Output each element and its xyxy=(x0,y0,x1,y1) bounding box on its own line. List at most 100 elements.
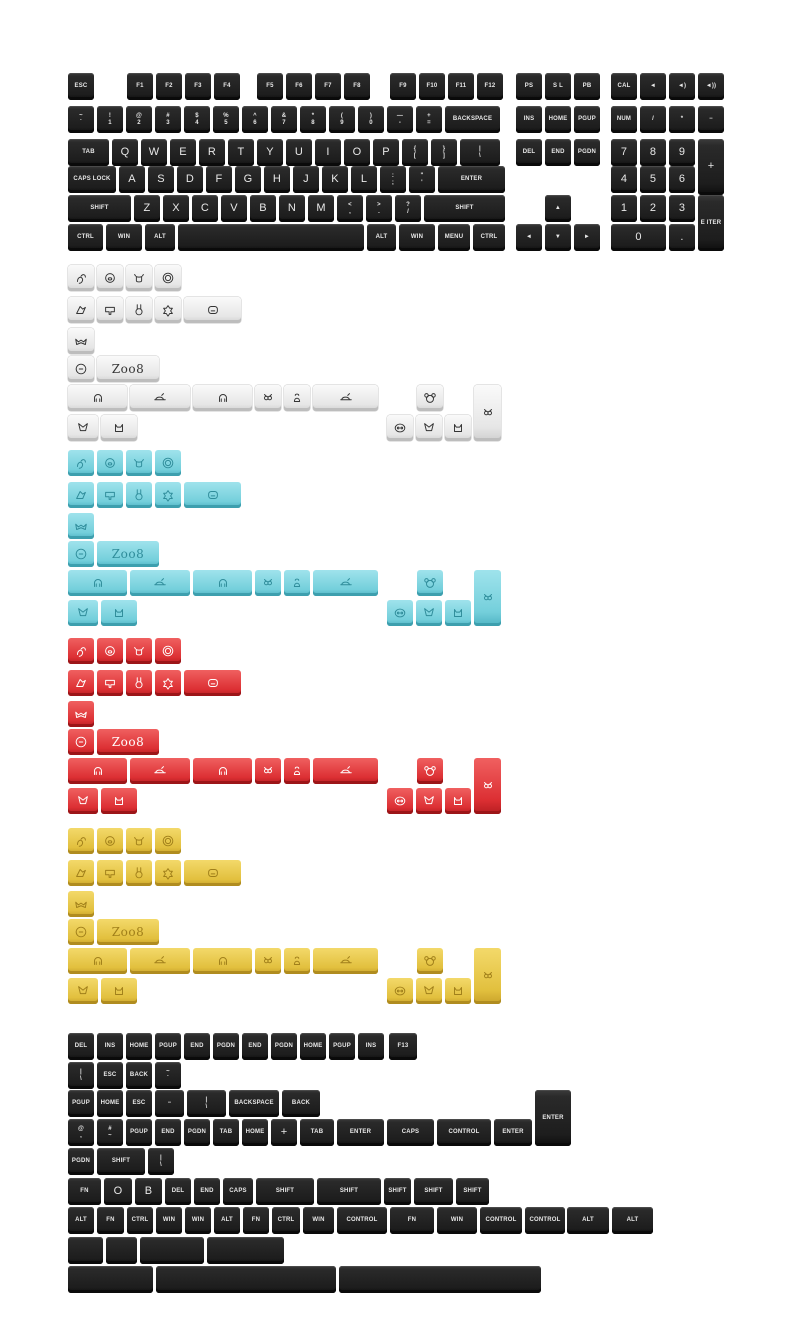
extra-key-symbol: # ~ xyxy=(97,1119,123,1146)
extra-key-pgdn: PGDN xyxy=(184,1119,210,1146)
cyan-elephant-key xyxy=(97,482,123,508)
octopus-icon xyxy=(91,954,105,968)
cyan-owl-key xyxy=(255,570,281,596)
yellow-fox-key xyxy=(416,978,442,1004)
red-bee-key xyxy=(284,758,310,784)
pig-icon xyxy=(103,456,117,470)
extra-key-ins: INS xyxy=(97,1033,123,1060)
extra-key-win: WIN xyxy=(437,1207,477,1234)
white-cat-key xyxy=(101,415,137,441)
octopus-icon xyxy=(91,391,105,405)
key-z: Z xyxy=(134,195,160,222)
pig-icon xyxy=(103,644,117,658)
key-symbol: < , xyxy=(337,195,363,222)
cyan-bulldog-key xyxy=(184,482,241,508)
extra-key-alt: ALT xyxy=(68,1207,94,1234)
chick-icon xyxy=(74,547,88,561)
extra-key-win: WIN xyxy=(185,1207,211,1234)
whale-icon xyxy=(153,954,167,968)
red-pig-key xyxy=(97,638,123,664)
key-t: T xyxy=(228,139,254,166)
white-whale-key xyxy=(313,385,378,411)
white-bird-key xyxy=(68,297,94,323)
pig-icon xyxy=(103,834,117,848)
yellow-rabbit-key xyxy=(126,860,152,886)
key-2: 2 xyxy=(640,195,666,222)
squirrel-icon xyxy=(74,271,88,285)
yellow-bee-key xyxy=(284,948,310,974)
bird-icon xyxy=(74,866,88,880)
key-v: V xyxy=(221,195,247,222)
bat-icon xyxy=(74,707,88,721)
red-whale-key xyxy=(130,758,190,784)
key-symbol: ◄) xyxy=(669,73,695,100)
key-symbol: ▲ xyxy=(545,195,571,222)
key-symbol: + = xyxy=(416,106,442,133)
elephant-icon xyxy=(103,303,117,317)
lion-icon xyxy=(161,456,175,470)
key-8: 8 xyxy=(640,139,666,166)
extra-key-symbol: + xyxy=(271,1119,297,1146)
extra-key-shift: SHIFT xyxy=(384,1178,411,1205)
lion-icon xyxy=(161,644,175,658)
extra-key-del: DEL xyxy=(165,1178,191,1205)
key-e-iter: E ITER xyxy=(698,195,724,251)
extra-key-alt: ALT xyxy=(214,1207,240,1234)
extra-key-home: HOME xyxy=(97,1090,123,1117)
key-f3: F3 xyxy=(185,73,211,100)
extra-key-ins: INS xyxy=(358,1033,384,1060)
chick-icon xyxy=(74,735,88,749)
whale-icon xyxy=(339,576,353,590)
whale-icon xyxy=(153,764,167,778)
key-5: % 5 xyxy=(213,106,239,133)
extra-key-fn: FN xyxy=(97,1207,124,1234)
yellow-fox-key xyxy=(68,978,98,1004)
octopus-icon xyxy=(216,576,230,590)
yellow-bull-key xyxy=(126,828,152,854)
cyan-pig-key xyxy=(97,450,123,476)
bull-icon xyxy=(132,456,146,470)
key-g: G xyxy=(235,166,261,193)
bat-icon xyxy=(74,334,88,348)
key-tab: TAB xyxy=(68,139,109,166)
bull-icon xyxy=(132,834,146,848)
key-0: ) 0 xyxy=(358,106,384,133)
key-symbol: ◄ xyxy=(516,224,542,251)
key-s: S xyxy=(148,166,174,193)
key-e: E xyxy=(170,139,196,166)
extra-key-control: CONTROL xyxy=(525,1207,565,1234)
whale-icon xyxy=(339,391,353,405)
key-i: I xyxy=(315,139,341,166)
panda-icon xyxy=(393,794,407,808)
key-j: J xyxy=(293,166,319,193)
extra-key-symbol: | \ xyxy=(187,1090,226,1117)
octopus-icon xyxy=(91,576,105,590)
red-cat-key xyxy=(101,788,137,814)
cat-icon xyxy=(451,606,465,620)
blank-key xyxy=(140,1237,204,1264)
key-4: $ 4 xyxy=(184,106,210,133)
blank-key xyxy=(207,1237,284,1264)
red-rabbit-key xyxy=(126,670,152,696)
koala-icon xyxy=(423,391,437,405)
fox-icon xyxy=(76,984,90,998)
key-shift: SHIFT xyxy=(424,195,505,222)
extra-key-enter: ENTER xyxy=(494,1119,532,1146)
white-fox-key xyxy=(68,415,98,441)
extra-key-win: WIN xyxy=(156,1207,182,1234)
white-cat-key xyxy=(445,415,471,441)
white-pig-key xyxy=(97,265,123,291)
cat-icon xyxy=(451,794,465,808)
white-panda-key xyxy=(387,415,413,441)
yellow-bird-key xyxy=(68,860,94,886)
bee-icon xyxy=(290,576,304,590)
white-turtle-key xyxy=(155,297,181,323)
key-f1: F1 xyxy=(127,73,153,100)
white-bat-key xyxy=(68,328,94,354)
key-f7: F7 xyxy=(315,73,341,100)
extra-key-fn: FN xyxy=(68,1178,101,1205)
white-bull-key xyxy=(126,265,152,291)
key-f11: F11 xyxy=(448,73,474,100)
turtle-icon xyxy=(161,676,175,690)
bat-icon xyxy=(74,519,88,533)
